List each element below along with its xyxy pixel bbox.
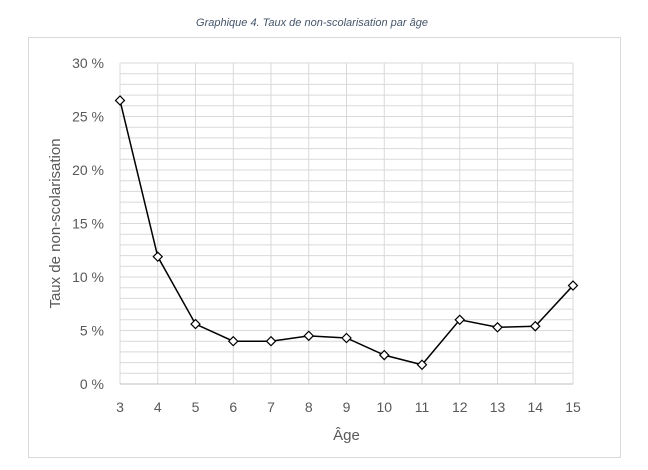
data-point-marker — [416, 359, 428, 371]
y-tick-label: 30 % — [72, 55, 104, 71]
x-tick-label: 11 — [415, 399, 430, 415]
x-tick-label: 13 — [490, 399, 506, 415]
x-tick-label: 6 — [229, 399, 237, 415]
data-point-marker — [567, 280, 579, 291]
x-tick-label: 5 — [192, 399, 200, 415]
y-tick-label: 5 % — [80, 323, 104, 339]
x-tick-label: 3 — [116, 399, 124, 415]
x-tick-label: 10 — [376, 399, 392, 415]
y-tick-label: 10 % — [72, 269, 104, 285]
data-point-marker — [114, 95, 126, 106]
data-point-marker — [152, 251, 164, 263]
data-point-marker — [529, 320, 541, 332]
x-tick-label: 15 — [565, 399, 581, 415]
x-tick-label: 14 — [527, 399, 543, 415]
data-point-marker — [190, 318, 201, 330]
data-point-marker — [227, 335, 239, 347]
data-point-marker — [378, 349, 390, 361]
y-tick-label: 15 % — [72, 216, 104, 232]
data-point-marker — [303, 330, 315, 342]
gridlines — [119, 62, 574, 385]
x-tick-label: 8 — [305, 399, 313, 415]
y-tick-label: 0 % — [80, 376, 104, 392]
x-tick-label: 7 — [267, 399, 275, 415]
x-axis-ticks: 3 4 5 6 7 8 9 10 11 12 13 14 15 — [116, 399, 581, 415]
y-tick-label: 25 % — [72, 109, 104, 125]
data-point-marker — [454, 314, 466, 326]
chart-caption: Graphique 4. Taux de non-scolarisation p… — [196, 17, 428, 29]
x-axis-title: Âge — [333, 427, 360, 444]
data-points — [114, 95, 579, 371]
y-axis-title: Taux de non-scolarisation — [47, 138, 64, 308]
x-tick-label: 12 — [452, 399, 468, 415]
x-tick-label: 4 — [154, 399, 162, 415]
data-point-marker — [265, 335, 277, 347]
chart-frame — [28, 37, 621, 458]
x-tick-label: 9 — [343, 399, 351, 415]
data-point-marker — [341, 332, 352, 344]
data-point-marker — [492, 321, 503, 333]
y-tick-label: 20 % — [72, 162, 104, 178]
y-axis-ticks: 0 % 5 % 10 % 15 % 20 % 25 % 30 % — [72, 55, 104, 392]
